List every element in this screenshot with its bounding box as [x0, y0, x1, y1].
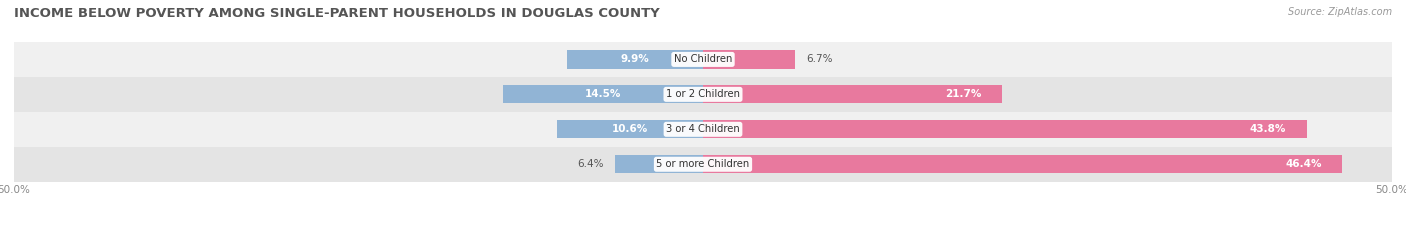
Legend: Single Father, Single Mother: Single Father, Single Mother	[603, 231, 803, 233]
Text: 5 or more Children: 5 or more Children	[657, 159, 749, 169]
Bar	[703, 50, 796, 69]
Bar	[703, 155, 1343, 173]
Bar	[14, 112, 1392, 147]
Bar	[14, 147, 1392, 182]
Bar	[703, 120, 1306, 138]
Text: 14.5%: 14.5%	[585, 89, 621, 99]
Text: 3 or 4 Children: 3 or 4 Children	[666, 124, 740, 134]
Text: 10.6%: 10.6%	[612, 124, 648, 134]
Text: 21.7%: 21.7%	[945, 89, 981, 99]
Bar	[567, 50, 703, 69]
Text: 43.8%: 43.8%	[1250, 124, 1286, 134]
Bar	[14, 77, 1392, 112]
Bar	[557, 120, 703, 138]
Text: 6.4%: 6.4%	[578, 159, 603, 169]
Text: 1 or 2 Children: 1 or 2 Children	[666, 89, 740, 99]
Text: 6.7%: 6.7%	[807, 55, 832, 64]
Bar	[14, 42, 1392, 77]
Text: INCOME BELOW POVERTY AMONG SINGLE-PARENT HOUSEHOLDS IN DOUGLAS COUNTY: INCOME BELOW POVERTY AMONG SINGLE-PARENT…	[14, 7, 659, 20]
Text: 46.4%: 46.4%	[1285, 159, 1322, 169]
Text: No Children: No Children	[673, 55, 733, 64]
Text: Source: ZipAtlas.com: Source: ZipAtlas.com	[1288, 7, 1392, 17]
Text: 9.9%: 9.9%	[620, 55, 650, 64]
Bar	[614, 155, 703, 173]
Bar	[703, 85, 1002, 103]
Bar	[503, 85, 703, 103]
